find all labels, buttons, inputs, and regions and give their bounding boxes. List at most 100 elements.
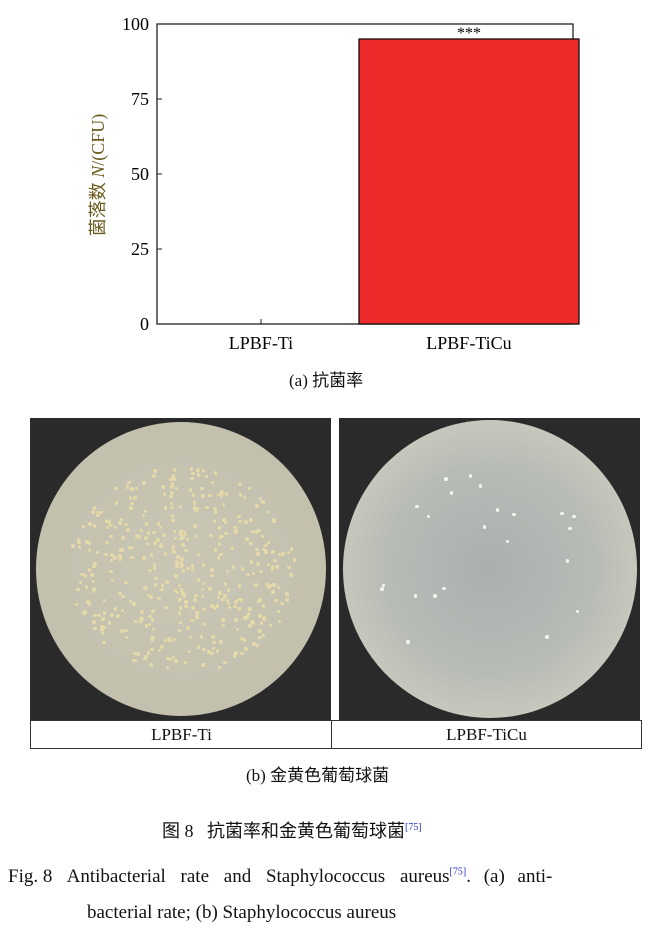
colony-dot (149, 595, 153, 599)
colony-dot (444, 477, 448, 481)
colony-dot (164, 605, 168, 610)
colony-dot (118, 554, 123, 558)
colony-dot (171, 544, 176, 549)
colony-dot (173, 536, 178, 541)
colony-dot (130, 487, 134, 491)
colony-dot (258, 598, 262, 602)
colony-dot (192, 506, 197, 510)
colony-dot (134, 534, 139, 538)
colony-dot (163, 552, 168, 556)
colony-dot (101, 617, 105, 621)
colony-dot (184, 604, 188, 608)
colony-dot (154, 576, 158, 581)
colony-dot (133, 651, 137, 656)
colony-dot (92, 587, 96, 591)
colony-dot (238, 519, 242, 524)
colony-dot (118, 521, 122, 525)
y-tick-label: 25 (131, 239, 149, 259)
colony-dot (266, 585, 271, 589)
colony-dot (102, 611, 107, 615)
colony-dot (243, 616, 247, 620)
colony-dot (218, 591, 222, 596)
colony-dot (213, 506, 217, 511)
colony-dot (179, 536, 183, 541)
colony-dot (271, 550, 275, 554)
colony-dot (153, 583, 158, 587)
colony-dot (254, 583, 258, 587)
colony-dot (142, 556, 146, 560)
colony-dot (166, 656, 170, 661)
colony-dot (201, 581, 206, 586)
y-tick-label: 0 (140, 314, 149, 334)
colony-dot (250, 620, 254, 624)
colony-dot (150, 647, 154, 652)
colony-dot (133, 658, 137, 663)
colony-dot (256, 552, 260, 556)
colony-dot (109, 558, 114, 563)
colony-dot (171, 518, 175, 523)
colony-dot (231, 565, 236, 569)
colony-dot (270, 567, 275, 571)
colony-dot (176, 555, 180, 559)
colony-dot (160, 587, 164, 592)
colony-dot (171, 655, 176, 660)
colony-dot (172, 529, 177, 534)
colony-dot (406, 640, 410, 644)
colony-dot (196, 552, 201, 557)
colony-dot (255, 643, 259, 648)
colony-dot (136, 652, 141, 656)
colony-dot (141, 513, 146, 518)
colony-dot (251, 621, 256, 626)
colony-dot (113, 607, 118, 611)
colony-dot (260, 534, 265, 539)
colony-dot (149, 553, 153, 557)
colony-dot (234, 651, 238, 655)
colony-dot (178, 620, 183, 625)
colony-dot (219, 640, 223, 644)
colony-dot (210, 573, 214, 578)
colony-dot (220, 491, 224, 495)
colony-dot (83, 610, 87, 614)
colony-dot (177, 598, 182, 602)
colony-dot (109, 523, 113, 528)
colony-dot (261, 604, 266, 608)
colony-dot (91, 510, 95, 514)
colony-dot (110, 578, 115, 583)
colony-dot (153, 469, 157, 473)
colony-dot (91, 589, 96, 594)
colony-dot (143, 509, 148, 514)
colony-dot (264, 543, 268, 548)
colony-dot (245, 537, 249, 541)
colony-dot (149, 663, 153, 667)
colony-dot (172, 637, 177, 642)
colony-dot (210, 568, 214, 572)
colony-dot (259, 621, 264, 625)
colony-dot (168, 657, 173, 662)
colony-dot (78, 580, 83, 585)
colony-dot (255, 504, 259, 508)
colony-dot (572, 514, 576, 519)
colony-dot (217, 526, 222, 530)
colony-dot (182, 529, 187, 534)
colony-dot (92, 524, 97, 528)
colony-dot (142, 481, 146, 485)
colony-dot (265, 582, 269, 587)
colony-dot (127, 480, 131, 485)
colony-dot (175, 564, 179, 568)
colony-dot (495, 508, 500, 512)
colony-dot (130, 555, 134, 560)
colony-dot (285, 598, 289, 602)
colony-dot (212, 640, 216, 645)
colony-dot (162, 533, 166, 537)
colony-dot (144, 655, 148, 659)
colony-dot (179, 529, 183, 534)
colony-dot (221, 597, 225, 602)
colony-dot (208, 493, 212, 497)
colony-dot (190, 618, 194, 623)
colony-dot (88, 522, 92, 526)
colony-dot (121, 594, 125, 599)
photo-label-ticu: LPBF-TiCu (331, 720, 642, 749)
colony-dot (202, 607, 206, 612)
colony-dot (268, 584, 273, 588)
colony-dot (213, 510, 218, 514)
